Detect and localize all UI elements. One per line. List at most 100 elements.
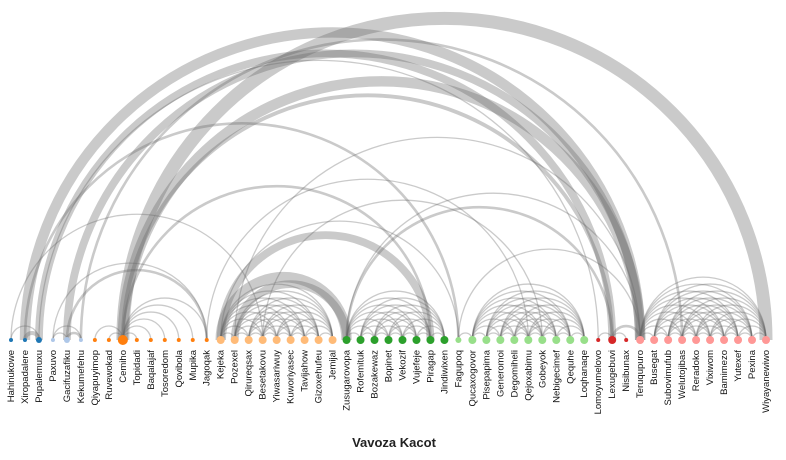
link-arc [206,178,529,341]
link-arc [220,290,320,341]
link-arc [52,325,82,341]
node-label: Pozexel [230,350,241,384]
link-arc [513,304,585,341]
node [636,336,645,344]
node [748,336,757,344]
node [272,336,281,344]
node-label: Subovimufub [663,350,674,405]
node-label: Lomoyumelovo [593,350,604,414]
node [286,336,295,344]
node [356,336,365,344]
node [596,338,601,342]
node [538,336,547,344]
node-label: Loqhanaqe [579,350,590,398]
link-arc [485,297,571,341]
node [426,336,435,344]
link-arc [415,325,446,341]
link-arc [373,304,446,341]
node [720,336,729,344]
link-arc [695,311,753,341]
link-arc [653,297,739,341]
link-arc [555,325,585,341]
node [552,336,561,344]
link-arc [23,122,460,341]
link-arc [220,318,264,341]
link-arc [513,311,571,341]
link-arc [667,297,753,341]
node [328,336,337,344]
link-arc [230,280,351,341]
link-arc [234,325,264,341]
node-label: Pisepapima [481,349,492,399]
link-arc [216,231,435,341]
link-arc [639,283,753,341]
link-arc [499,297,585,341]
link-arc [485,311,543,341]
link-arc [303,325,334,341]
node-label: Besetakovu [258,350,269,400]
link-arc [345,318,390,341]
link-arc [639,297,725,341]
node-label: Busegat [649,350,660,385]
link-arc [499,311,557,341]
link-arc [262,325,292,341]
link-arc [401,325,432,341]
node-label: Topidadi [132,350,143,385]
link-arc [10,325,40,341]
link-arc [709,311,767,341]
node [370,336,379,344]
link-arc [122,304,194,341]
node-label: Bamimezo [719,350,730,395]
node-label: Wiyayanewiwo [761,350,772,413]
node [190,338,195,342]
link-arc [345,311,404,341]
link-arc [345,325,376,341]
link-arc [653,304,725,341]
node [692,336,701,344]
node [650,336,659,344]
link-arc [65,268,209,341]
link-arc [681,311,739,341]
link-arc [234,297,320,341]
node-label: Qucaxogovor [467,350,478,407]
link-arc [610,324,642,341]
link-arc [527,311,585,341]
link-arc [359,318,404,341]
chart-title: Vavoza Kacot [352,435,436,450]
link-arc [248,304,320,341]
link-arc [262,311,320,341]
node-label: Mupika [188,349,199,380]
node-label: Vujefeje [411,350,422,384]
link-arc [513,318,557,341]
link-arc [122,297,208,341]
link-arc [667,290,767,341]
link-arc [234,136,641,341]
link-arc [709,318,753,341]
link-arc [485,304,557,341]
link-arc [248,325,278,341]
link-arc [345,192,641,341]
link-arc [387,325,418,341]
node-label: Xiropadalere [20,350,31,404]
link-arc [471,290,571,341]
node [566,336,575,344]
node-label: Cemiho [118,350,129,383]
link-arc [122,325,152,341]
node [706,336,715,344]
link-arc [215,271,352,341]
link-arc [248,311,306,341]
link-arc [10,213,264,341]
node [50,338,55,342]
node-label: Degomiheli [509,350,520,398]
link-arc [373,325,404,341]
node [314,336,323,344]
link-arc [401,318,446,341]
node [468,336,477,344]
node-label: Lexugebuvi [607,350,618,399]
node-label: Ruvewokad [104,350,115,400]
link-arc [234,290,334,341]
node [106,338,111,342]
node [762,336,770,344]
node [216,336,225,344]
link-arc [234,318,278,341]
